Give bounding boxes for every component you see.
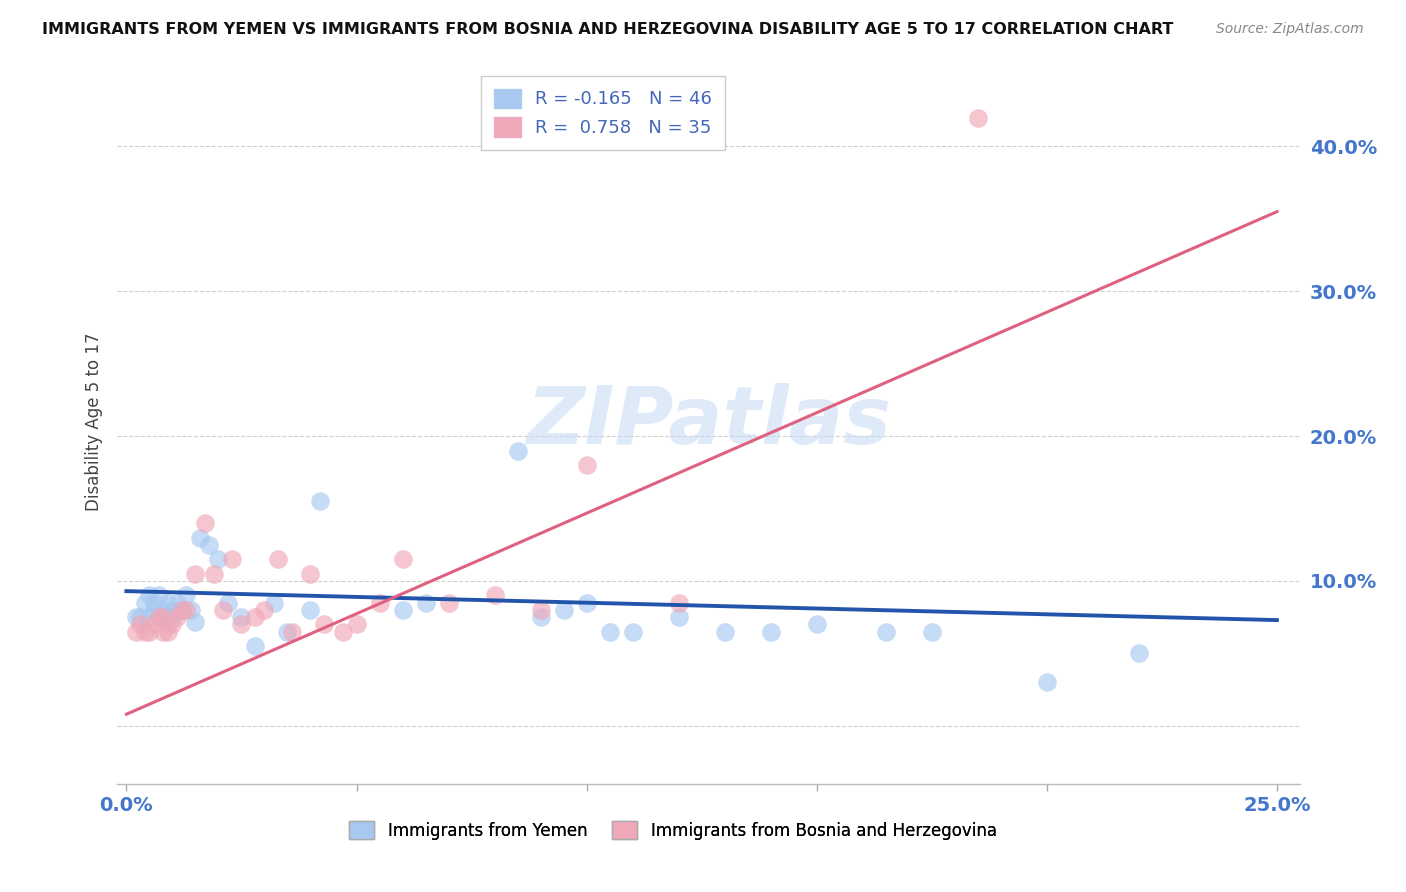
Point (221, 552, 243, 566)
Point (180, 603, 202, 617)
Point (281, 624, 304, 639)
Point (484, 589, 506, 603)
Point (174, 589, 197, 603)
Point (148, 610, 170, 624)
Point (245, 610, 267, 624)
Point (506, 443, 529, 458)
Point (391, 603, 413, 617)
Point (170, 603, 193, 617)
Point (621, 624, 644, 639)
Point (152, 610, 174, 624)
Point (143, 596, 166, 610)
Point (138, 610, 160, 624)
Point (276, 624, 298, 639)
Point (267, 552, 290, 566)
Point (299, 603, 322, 617)
Point (156, 624, 179, 639)
Point (1036, 675, 1059, 690)
Point (134, 596, 156, 610)
Point (299, 566, 322, 581)
Point (759, 624, 782, 639)
Point (162, 603, 184, 617)
Point (806, 617, 828, 632)
Point (148, 589, 170, 603)
Legend: Immigrants from Yemen, Immigrants from Bosnia and Herzegovina: Immigrants from Yemen, Immigrants from B… (342, 813, 1005, 847)
Point (231, 617, 253, 632)
Point (156, 596, 179, 610)
Point (1128, 647, 1150, 661)
Point (529, 603, 551, 617)
Point (138, 589, 160, 603)
Point (415, 596, 437, 610)
Point (231, 610, 253, 624)
Point (166, 610, 188, 624)
Text: ZIPatlas: ZIPatlas (526, 383, 891, 460)
Point (332, 624, 354, 639)
Point (202, 566, 225, 581)
Point (212, 603, 235, 617)
Point (184, 566, 207, 581)
Point (188, 531, 211, 545)
Point (575, 596, 598, 610)
Point (575, 458, 598, 472)
Point (391, 552, 413, 566)
Point (174, 603, 197, 617)
Point (152, 624, 174, 639)
Point (966, 111, 988, 125)
Point (129, 610, 152, 624)
Point (134, 624, 156, 639)
Point (162, 617, 184, 632)
Point (668, 596, 690, 610)
Point (308, 494, 330, 508)
Point (921, 624, 943, 639)
Point (529, 610, 551, 624)
Point (129, 617, 152, 632)
Point (124, 610, 146, 624)
Point (207, 552, 229, 566)
Point (198, 538, 221, 552)
Point (148, 610, 170, 624)
Point (713, 624, 735, 639)
Point (217, 596, 239, 610)
Point (184, 615, 207, 629)
Point (553, 603, 575, 617)
Point (143, 603, 166, 617)
Point (668, 610, 690, 624)
Point (170, 603, 193, 617)
Point (124, 624, 146, 639)
Point (245, 639, 267, 653)
Y-axis label: Disability Age 5 to 17: Disability Age 5 to 17 (86, 333, 103, 511)
Point (599, 624, 621, 639)
Point (368, 596, 391, 610)
Point (152, 603, 174, 617)
Point (156, 617, 179, 632)
Point (138, 624, 160, 639)
Point (437, 596, 460, 610)
Point (152, 610, 174, 624)
Point (143, 617, 166, 632)
Text: Source: ZipAtlas.com: Source: ZipAtlas.com (1216, 22, 1364, 37)
Point (346, 617, 368, 632)
Text: IMMIGRANTS FROM YEMEN VS IMMIGRANTS FROM BOSNIA AND HERZEGOVINA DISABILITY AGE 5: IMMIGRANTS FROM YEMEN VS IMMIGRANTS FROM… (42, 22, 1174, 37)
Point (314, 617, 336, 632)
Point (194, 516, 217, 530)
Point (875, 624, 897, 639)
Point (162, 610, 184, 624)
Point (166, 596, 188, 610)
Point (253, 603, 276, 617)
Point (263, 596, 285, 610)
